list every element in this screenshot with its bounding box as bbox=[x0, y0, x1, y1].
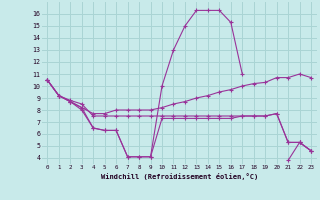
X-axis label: Windchill (Refroidissement éolien,°C): Windchill (Refroidissement éolien,°C) bbox=[100, 173, 258, 180]
